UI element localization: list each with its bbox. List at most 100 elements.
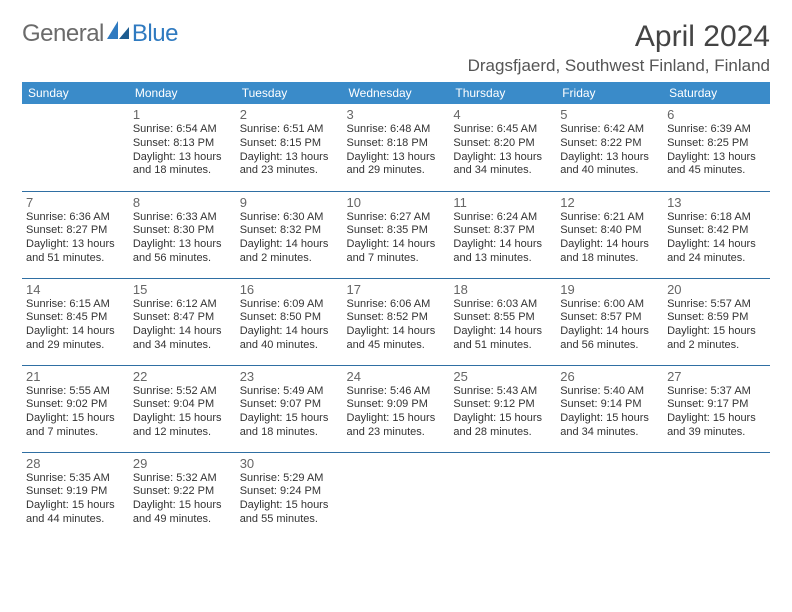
day-info-line: Daylight: 13 hours xyxy=(133,151,232,165)
day-number: 8 xyxy=(133,195,232,210)
day-info-line: Sunrise: 6:18 AM xyxy=(667,211,766,225)
day-info-line: and 13 minutes. xyxy=(453,252,552,266)
day-info-line: Sunset: 8:50 PM xyxy=(240,311,339,325)
day-info-line: and 12 minutes. xyxy=(133,426,232,440)
day-info-line: Sunrise: 5:52 AM xyxy=(133,385,232,399)
day-info-line: Daylight: 15 hours xyxy=(560,412,659,426)
day-info-line: Sunrise: 6:12 AM xyxy=(133,298,232,312)
calendar-cell: 4Sunrise: 6:45 AMSunset: 8:20 PMDaylight… xyxy=(449,104,556,191)
calendar-cell: 8Sunrise: 6:33 AMSunset: 8:30 PMDaylight… xyxy=(129,191,236,278)
calendar-cell: 24Sunrise: 5:46 AMSunset: 9:09 PMDayligh… xyxy=(343,365,450,452)
day-info-line: Sunset: 8:30 PM xyxy=(133,224,232,238)
day-info-line: Sunrise: 5:40 AM xyxy=(560,385,659,399)
day-info-line: Sunset: 8:55 PM xyxy=(453,311,552,325)
calendar-cell: 1Sunrise: 6:54 AMSunset: 8:13 PMDaylight… xyxy=(129,104,236,191)
day-number: 13 xyxy=(667,195,766,210)
day-info-line: and 2 minutes. xyxy=(240,252,339,266)
calendar-cell: 20Sunrise: 5:57 AMSunset: 8:59 PMDayligh… xyxy=(663,278,770,365)
day-info-line: Sunrise: 5:32 AM xyxy=(133,472,232,486)
day-info-line: Sunset: 9:19 PM xyxy=(26,485,125,499)
day-info-line: and 18 minutes. xyxy=(240,426,339,440)
day-info-line: Sunrise: 6:03 AM xyxy=(453,298,552,312)
calendar-cell: 23Sunrise: 5:49 AMSunset: 9:07 PMDayligh… xyxy=(236,365,343,452)
day-info-line: Daylight: 14 hours xyxy=(347,325,446,339)
day-info-line: Sunset: 9:04 PM xyxy=(133,398,232,412)
day-number: 6 xyxy=(667,107,766,122)
day-info-line: Daylight: 13 hours xyxy=(26,238,125,252)
day-info-line: Sunset: 8:52 PM xyxy=(347,311,446,325)
day-info-line: Daylight: 13 hours xyxy=(560,151,659,165)
calendar-cell: 2Sunrise: 6:51 AMSunset: 8:15 PMDaylight… xyxy=(236,104,343,191)
day-info-line: and 51 minutes. xyxy=(453,339,552,353)
day-info-line: Sunrise: 6:00 AM xyxy=(560,298,659,312)
day-info-line: Sunset: 8:40 PM xyxy=(560,224,659,238)
day-info-line: Sunset: 9:07 PM xyxy=(240,398,339,412)
day-info-line: Sunset: 8:13 PM xyxy=(133,137,232,151)
day-number: 26 xyxy=(560,369,659,384)
day-number: 15 xyxy=(133,282,232,297)
calendar-cell: 29Sunrise: 5:32 AMSunset: 9:22 PMDayligh… xyxy=(129,452,236,539)
calendar-cell: 13Sunrise: 6:18 AMSunset: 8:42 PMDayligh… xyxy=(663,191,770,278)
calendar-cell xyxy=(449,452,556,539)
calendar-cell: 26Sunrise: 5:40 AMSunset: 9:14 PMDayligh… xyxy=(556,365,663,452)
calendar-cell: 3Sunrise: 6:48 AMSunset: 8:18 PMDaylight… xyxy=(343,104,450,191)
weekday-header: Tuesday xyxy=(236,82,343,104)
weekday-header: Monday xyxy=(129,82,236,104)
day-info-line: Daylight: 14 hours xyxy=(453,238,552,252)
calendar-cell: 18Sunrise: 6:03 AMSunset: 8:55 PMDayligh… xyxy=(449,278,556,365)
calendar-row: 1Sunrise: 6:54 AMSunset: 8:13 PMDaylight… xyxy=(22,104,770,191)
day-info-line: Sunset: 8:22 PM xyxy=(560,137,659,151)
day-info-line: Sunrise: 6:48 AM xyxy=(347,123,446,137)
day-info-line: Sunset: 8:32 PM xyxy=(240,224,339,238)
calendar-cell xyxy=(343,452,450,539)
day-info-line: and 28 minutes. xyxy=(453,426,552,440)
day-info-line: Daylight: 15 hours xyxy=(347,412,446,426)
day-info-line: Daylight: 14 hours xyxy=(240,325,339,339)
day-info-line: Daylight: 14 hours xyxy=(560,325,659,339)
day-number: 1 xyxy=(133,107,232,122)
day-info-line: Daylight: 13 hours xyxy=(240,151,339,165)
day-info-line: Sunrise: 5:37 AM xyxy=(667,385,766,399)
day-number: 12 xyxy=(560,195,659,210)
day-info-line: Sunrise: 6:06 AM xyxy=(347,298,446,312)
calendar-cell: 19Sunrise: 6:00 AMSunset: 8:57 PMDayligh… xyxy=(556,278,663,365)
day-info-line: Daylight: 14 hours xyxy=(560,238,659,252)
day-info-line: Sunrise: 6:24 AM xyxy=(453,211,552,225)
day-info-line: Sunrise: 6:54 AM xyxy=(133,123,232,137)
day-number: 18 xyxy=(453,282,552,297)
day-info-line: Sunset: 9:22 PM xyxy=(133,485,232,499)
calendar-row: 14Sunrise: 6:15 AMSunset: 8:45 PMDayligh… xyxy=(22,278,770,365)
day-number: 27 xyxy=(667,369,766,384)
day-info-line: Sunrise: 5:55 AM xyxy=(26,385,125,399)
day-info-line: Sunrise: 6:21 AM xyxy=(560,211,659,225)
day-info-line: Sunrise: 6:30 AM xyxy=(240,211,339,225)
calendar-cell: 28Sunrise: 5:35 AMSunset: 9:19 PMDayligh… xyxy=(22,452,129,539)
day-info-line: Daylight: 15 hours xyxy=(133,499,232,513)
calendar-cell xyxy=(22,104,129,191)
calendar-cell: 11Sunrise: 6:24 AMSunset: 8:37 PMDayligh… xyxy=(449,191,556,278)
day-info-line: and 34 minutes. xyxy=(133,339,232,353)
day-info-line: Daylight: 14 hours xyxy=(453,325,552,339)
day-info-line: Sunrise: 6:51 AM xyxy=(240,123,339,137)
day-info-line: Sunrise: 6:45 AM xyxy=(453,123,552,137)
day-info-line: Daylight: 15 hours xyxy=(667,412,766,426)
weekday-header-row: Sunday Monday Tuesday Wednesday Thursday… xyxy=(22,82,770,104)
calendar-cell: 21Sunrise: 5:55 AMSunset: 9:02 PMDayligh… xyxy=(22,365,129,452)
day-info-line: Sunrise: 6:36 AM xyxy=(26,211,125,225)
day-info-line: Sunset: 8:57 PM xyxy=(560,311,659,325)
day-info-line: Sunrise: 5:57 AM xyxy=(667,298,766,312)
day-info-line: Sunrise: 6:42 AM xyxy=(560,123,659,137)
day-info-line: Sunrise: 5:29 AM xyxy=(240,472,339,486)
day-number: 2 xyxy=(240,107,339,122)
day-info-line: Sunset: 9:09 PM xyxy=(347,398,446,412)
day-info-line: Sunset: 8:25 PM xyxy=(667,137,766,151)
day-number: 9 xyxy=(240,195,339,210)
day-info-line: Daylight: 15 hours xyxy=(26,412,125,426)
calendar-cell: 25Sunrise: 5:43 AMSunset: 9:12 PMDayligh… xyxy=(449,365,556,452)
day-number: 14 xyxy=(26,282,125,297)
day-info-line: Sunset: 8:27 PM xyxy=(26,224,125,238)
day-info-line: Sunset: 8:35 PM xyxy=(347,224,446,238)
calendar-cell: 16Sunrise: 6:09 AMSunset: 8:50 PMDayligh… xyxy=(236,278,343,365)
day-number: 11 xyxy=(453,195,552,210)
day-info-line: Daylight: 15 hours xyxy=(240,412,339,426)
